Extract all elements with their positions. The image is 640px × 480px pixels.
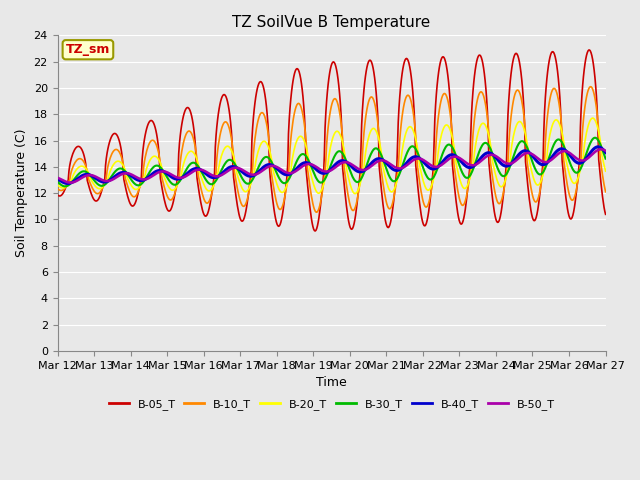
Legend: B-05_T, B-10_T, B-20_T, B-30_T, B-40_T, B-50_T: B-05_T, B-10_T, B-20_T, B-30_T, B-40_T, … bbox=[104, 395, 559, 415]
Title: TZ SoilVue B Temperature: TZ SoilVue B Temperature bbox=[232, 15, 431, 30]
Y-axis label: Soil Temperature (C): Soil Temperature (C) bbox=[15, 129, 28, 257]
Text: TZ_sm: TZ_sm bbox=[66, 43, 110, 56]
X-axis label: Time: Time bbox=[316, 376, 347, 389]
